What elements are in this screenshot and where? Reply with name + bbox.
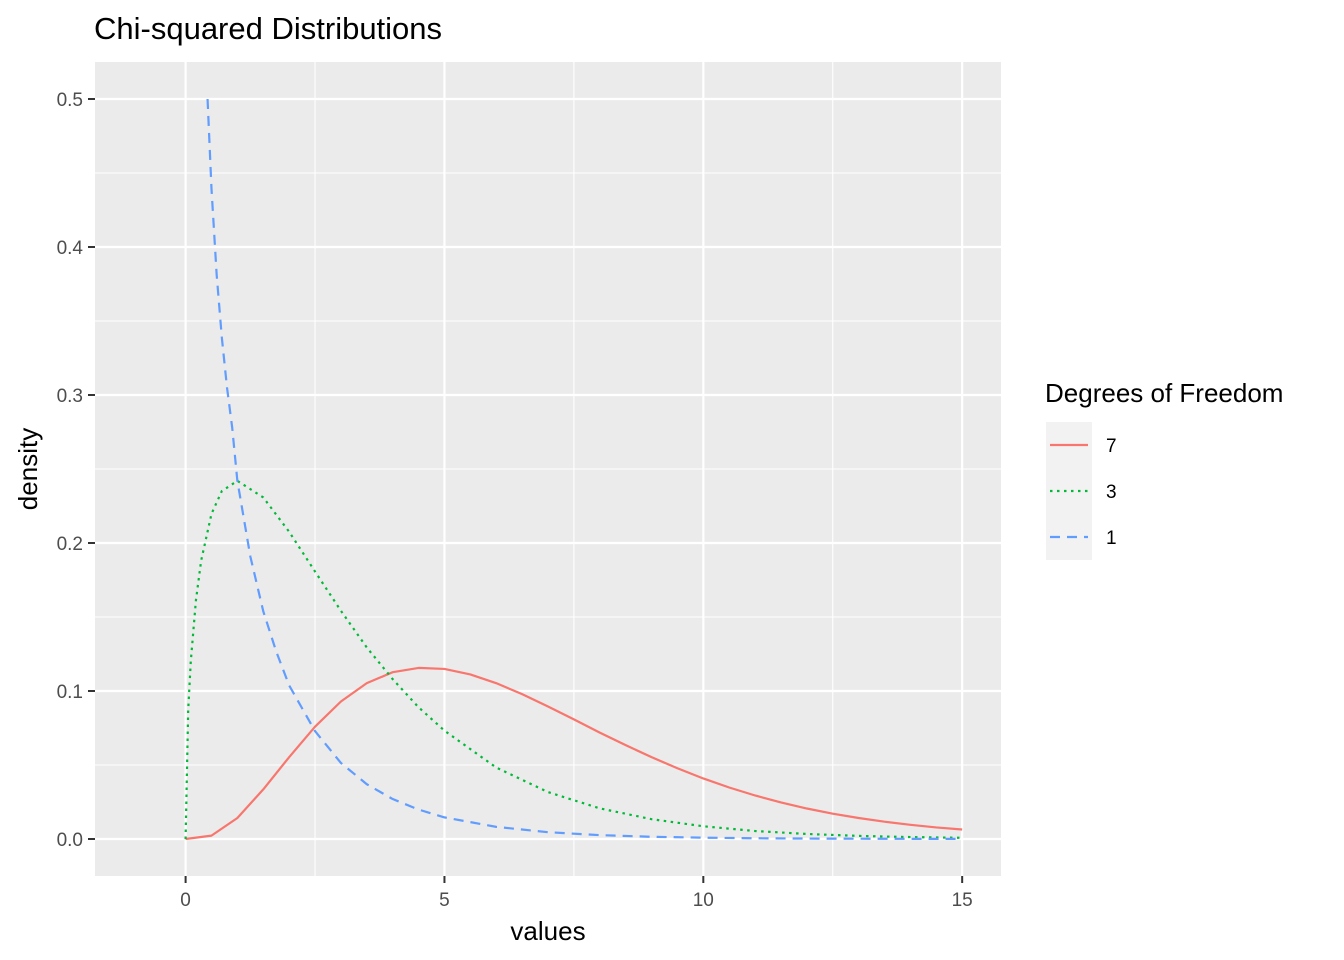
x-axis-title: values: [510, 916, 585, 946]
y-tick-label: 0.1: [57, 682, 83, 703]
legend-label-1: 1: [1106, 528, 1117, 549]
y-tick-label: 0.4: [57, 238, 84, 259]
x-tick-label: 5: [439, 890, 450, 911]
axes: 0 5 10 15 0.0 0.1 0.2 0.3 0.4 0.5: [57, 90, 973, 911]
legend-key-3: [1046, 468, 1092, 514]
y-tick-label: 0.0: [57, 830, 83, 851]
legend-label-3: 3: [1106, 482, 1117, 503]
y-axis-title: density: [13, 428, 43, 510]
series-line-3: [184, 479, 963, 840]
x-tick-label: 0: [180, 890, 191, 911]
grid-lines: [95, 62, 1001, 876]
y-tick-label: 0.3: [57, 386, 83, 407]
chart-title: Chi-squared Distributions: [94, 11, 442, 46]
y-tick-label: 0.5: [57, 90, 83, 111]
series-line-7: [185, 666, 963, 841]
x-tick-label: 10: [693, 890, 714, 911]
series-lines: [184, 98, 963, 841]
series-line-1: [206, 98, 963, 840]
x-tick-label: 15: [952, 890, 973, 911]
legend-label-7: 7: [1106, 436, 1117, 457]
y-tick-label: 0.2: [57, 534, 83, 555]
legend-title: Degrees of Freedom: [1045, 378, 1283, 408]
legend: Degrees of Freedom 7 3 1: [1045, 378, 1283, 560]
